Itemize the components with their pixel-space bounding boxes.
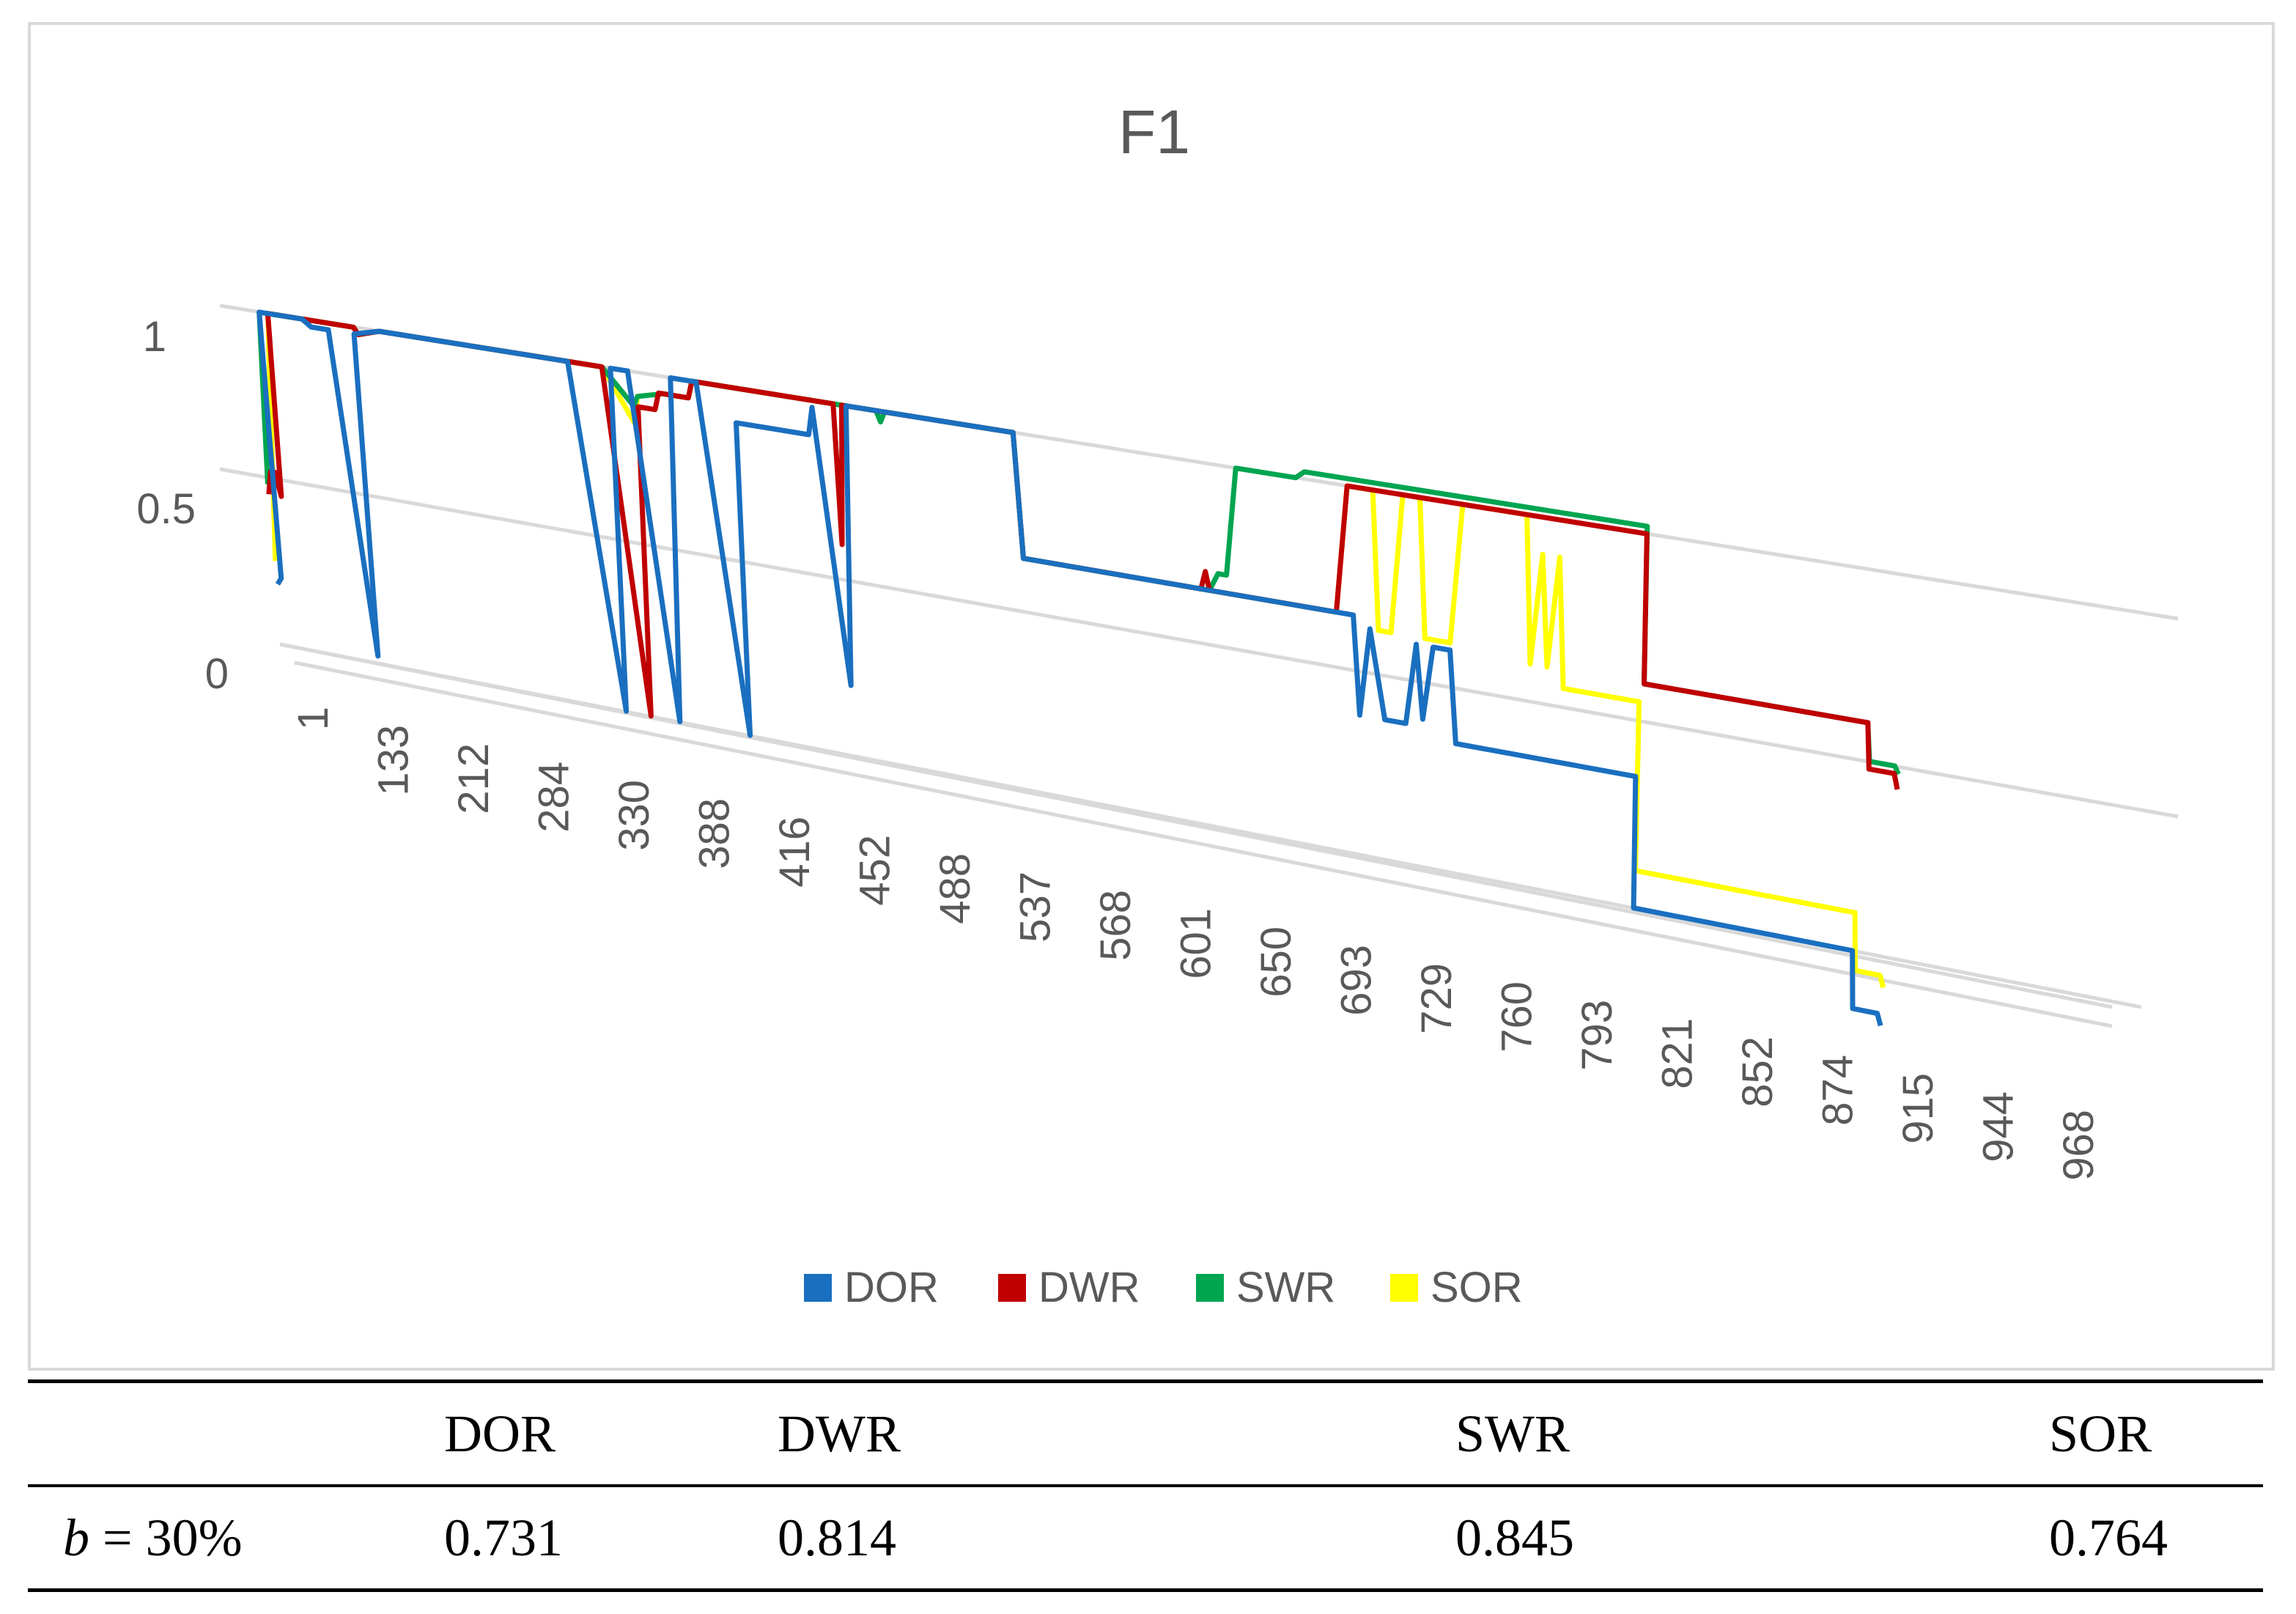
legend-label-dwr: DWR [1038,1264,1140,1311]
x-axis-floor-line [294,660,2113,1028]
value-swr: 0.845 [1455,1508,1574,1567]
x-tick-label: 968 [2055,1110,2103,1181]
x-tick-label: 915 [1894,1073,1942,1144]
x-tick-label: 852 [1734,1036,1782,1108]
legend-label-swr: SWR [1236,1264,1335,1311]
legend-swatch-sor [1390,1274,1418,1302]
row-label: b = 30% [28,1486,444,1591]
table-header-sor: SOR [2049,1404,2152,1463]
x-tick-label: 388 [691,798,739,869]
row-label-variable: b [63,1508,89,1567]
value-sor: 0.764 [2049,1508,2168,1567]
y-tick-label: 1 [143,313,166,361]
x-tick-label: 133 [370,725,418,796]
chart-frame: 0 0.5 1 1 133 212 284 330 388 416 452 488 537 568 601… [28,22,2275,1371]
x-tick-label: 760 [1494,981,1541,1053]
gridlines [219,303,2179,1028]
x-tick-label: 729 [1413,963,1461,1034]
y-tick-label: 0.5 [136,485,196,533]
x-tick-label: 537 [1012,872,1060,943]
x-tick-label: 1 [289,707,337,730]
series-lines [256,309,1901,1027]
series-line-sor [265,311,1886,989]
value-dor: 0.731 [444,1508,563,1567]
legend-label-dor: DOR [844,1264,939,1311]
legend-label-sor: SOR [1431,1264,1523,1311]
results-table: DOR DWR SWR SOR b = 30% 0.731 0.814 0.84… [28,1379,2263,1592]
x-tick-label: 284 [531,762,578,833]
legend-swatch-dor [804,1274,832,1302]
chart-title: F1 [1118,97,1190,166]
table-header-empty [28,1382,444,1486]
x-tick-label: 330 [610,780,658,851]
legend-swatch-swr [1196,1274,1224,1302]
table-header-dor: DOR [444,1404,556,1463]
x-tick-labels: 1 133 212 284 330 388 416 452 488 537 568 601 650 693… [289,707,2103,1181]
legend: DOR DWR SWR SOR [804,1264,1523,1311]
table-header-swr: SWR [1455,1404,1570,1463]
series-line-dwr [265,311,1900,790]
x-tick-label: 874 [1815,1055,1862,1126]
x-tick-label: 944 [1975,1091,2023,1162]
value-dwr: 0.814 [778,1508,896,1567]
y-tick-labels: 00.51 [136,313,229,698]
table-row: b = 30% 0.731 0.814 0.845 0.764 [28,1486,2263,1591]
x-tick-label: 568 [1092,890,1140,961]
x-tick-label: 650 [1252,926,1300,998]
table-header-dwr: DWR [778,1404,901,1463]
table-header-row: DOR DWR SWR SOR [28,1381,2263,1486]
x-tick-label: 452 [852,835,899,906]
x-tick-label: 416 [771,817,819,888]
x-tick-label: 693 [1333,945,1381,1016]
row-label-text: = 30% [89,1508,243,1567]
gridline-1 [219,467,2179,819]
y-tick-label: 0 [205,650,229,698]
x-tick-label: 212 [450,743,498,814]
x-tick-label: 793 [1573,1000,1621,1071]
x-axis-line [279,642,2113,1009]
x-tick-label: 601 [1173,908,1220,979]
legend-swatch-dwr [998,1274,1026,1302]
series-line-dor [256,309,1883,1027]
x-tick-label: 488 [931,853,979,924]
x-tick-label: 821 [1654,1018,1702,1089]
